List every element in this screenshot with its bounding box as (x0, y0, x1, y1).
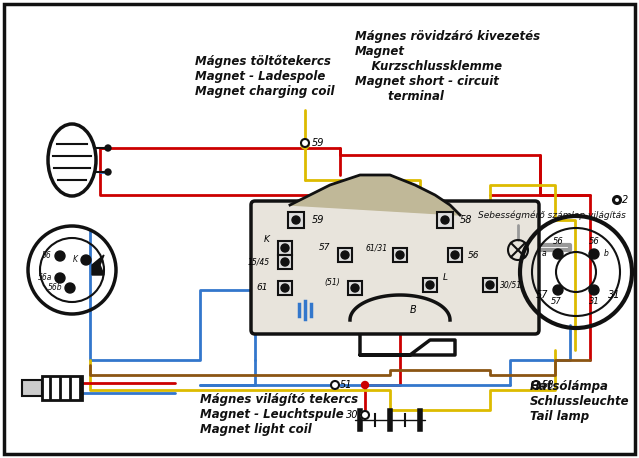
Bar (278, 255, 292, 269)
Text: 57: 57 (551, 298, 562, 306)
Text: 58: 58 (542, 380, 555, 390)
Circle shape (351, 284, 359, 292)
Polygon shape (92, 255, 104, 275)
Circle shape (362, 382, 369, 388)
Polygon shape (290, 175, 460, 215)
Circle shape (81, 255, 91, 265)
Circle shape (613, 196, 621, 204)
Text: 59: 59 (312, 138, 325, 148)
Text: 56a: 56a (38, 273, 52, 283)
Text: 31: 31 (589, 298, 599, 306)
Text: Sebességmérő számlap világítás: Sebességmérő számlap világítás (478, 210, 626, 220)
Text: 56: 56 (42, 251, 52, 261)
Bar (22, 380, 42, 396)
Circle shape (396, 251, 404, 259)
Text: 56b: 56b (47, 284, 62, 293)
Text: Mágnes töltőtekercs
Magnet - Ladespole
Magnet charging coil: Mágnes töltőtekercs Magnet - Ladespole M… (195, 55, 334, 98)
Text: 61/31: 61/31 (366, 244, 388, 252)
Text: 56: 56 (468, 251, 479, 260)
Circle shape (292, 216, 300, 224)
Circle shape (426, 281, 434, 289)
Text: Mágnes rövidzáró kivezetés
Magnet
    Kurzschlussklemme
Magnet short - circuit
 : Mágnes rövidzáró kivezetés Magnet Kurzsc… (355, 30, 540, 103)
Circle shape (65, 283, 75, 293)
Text: Hátsólámpa
Schlussleuchte
Tail lamp: Hátsólámpa Schlussleuchte Tail lamp (530, 380, 629, 423)
Circle shape (55, 251, 65, 261)
Text: 2: 2 (622, 195, 628, 205)
Bar (42, 376, 82, 400)
Circle shape (105, 169, 111, 175)
Bar (278, 281, 292, 295)
Text: a: a (542, 250, 546, 258)
Text: K: K (264, 235, 270, 245)
Text: 51: 51 (340, 380, 353, 390)
Text: 59: 59 (312, 215, 325, 225)
Text: 56: 56 (589, 238, 599, 246)
Circle shape (441, 216, 449, 224)
Text: 56: 56 (553, 238, 564, 246)
Text: 61: 61 (256, 284, 268, 293)
Bar (483, 278, 497, 292)
Bar (423, 278, 437, 292)
Text: b: b (604, 250, 608, 258)
Text: 57: 57 (318, 244, 330, 252)
Text: K: K (73, 256, 78, 265)
Bar (288, 212, 304, 228)
Text: Mágnes világító tekercs
Magnet - Leuchtspule
Magnet light coil: Mágnes világító tekercs Magnet - Leuchts… (200, 393, 358, 436)
Circle shape (281, 244, 289, 252)
Text: 57: 57 (536, 290, 548, 300)
Circle shape (281, 258, 289, 266)
Bar (393, 248, 407, 262)
Text: 58: 58 (460, 215, 472, 225)
Circle shape (105, 145, 111, 151)
Circle shape (341, 251, 349, 259)
Circle shape (532, 381, 540, 389)
Bar (338, 248, 352, 262)
Circle shape (589, 285, 599, 295)
Circle shape (589, 249, 599, 259)
Text: (51): (51) (324, 278, 340, 287)
Text: 30/51: 30/51 (500, 280, 522, 289)
Circle shape (331, 381, 339, 389)
Circle shape (301, 139, 309, 147)
Text: B: B (410, 305, 417, 315)
Text: 15/45: 15/45 (248, 257, 270, 267)
Bar (278, 241, 292, 255)
Circle shape (486, 281, 494, 289)
Bar (437, 212, 453, 228)
Circle shape (55, 273, 65, 283)
Circle shape (553, 249, 563, 259)
Text: L: L (443, 273, 448, 283)
Circle shape (281, 284, 289, 292)
FancyBboxPatch shape (251, 201, 539, 334)
Circle shape (614, 197, 620, 203)
Bar (348, 281, 362, 295)
Text: 31: 31 (608, 290, 620, 300)
Circle shape (301, 141, 309, 149)
Text: 30: 30 (346, 410, 358, 420)
Bar (448, 248, 462, 262)
Circle shape (451, 251, 459, 259)
Circle shape (553, 285, 563, 295)
Circle shape (361, 411, 369, 419)
